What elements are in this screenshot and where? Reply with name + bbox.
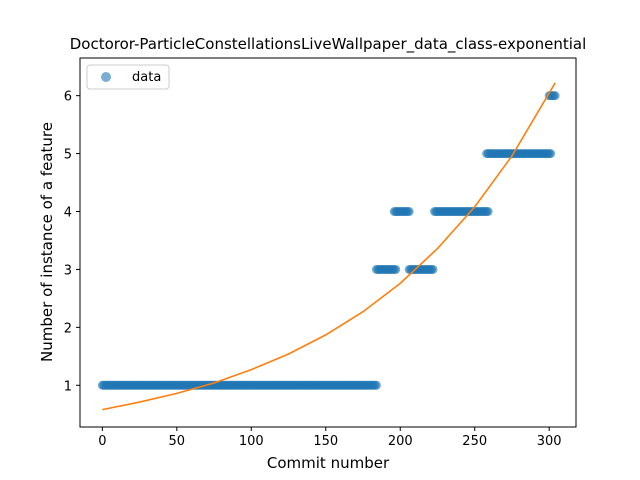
x-axis-label: Commit number bbox=[267, 454, 390, 472]
x-tick-label: 100 bbox=[239, 434, 264, 449]
legend-marker-data bbox=[101, 72, 111, 82]
y-tick-label: 4 bbox=[64, 206, 72, 221]
data-point bbox=[550, 91, 560, 101]
y-tick-label: 3 bbox=[64, 263, 72, 278]
data-point bbox=[391, 264, 401, 274]
fit-line bbox=[102, 82, 556, 411]
data-point bbox=[371, 380, 381, 390]
data-point bbox=[428, 264, 438, 274]
y-axis-label: Number of instance of a feature bbox=[38, 122, 56, 362]
chart-title: Doctoror-ParticleConstellationsLiveWallp… bbox=[70, 35, 587, 54]
y-tick-label: 6 bbox=[64, 90, 72, 105]
legend-box bbox=[86, 64, 170, 90]
x-tick-label: 300 bbox=[537, 434, 562, 449]
x-tick-label: 0 bbox=[98, 434, 106, 449]
data-point bbox=[404, 207, 414, 217]
legend-label-data: data bbox=[132, 70, 161, 85]
x-tick-label: 200 bbox=[388, 434, 413, 449]
legend: data bbox=[86, 64, 170, 90]
x-tick-label: 50 bbox=[169, 434, 186, 449]
data-point bbox=[483, 207, 493, 217]
ticks-layer: 0 50 100 150 200 250 300 1 2 3 4 5 6 bbox=[64, 90, 562, 449]
axes-frame bbox=[79, 57, 577, 428]
plot-layer bbox=[97, 82, 560, 411]
x-tick-label: 150 bbox=[313, 434, 338, 449]
y-tick-label: 1 bbox=[64, 379, 72, 394]
data-point bbox=[546, 149, 556, 159]
y-tick-label: 2 bbox=[64, 321, 72, 336]
x-tick-label: 250 bbox=[462, 434, 487, 449]
y-tick-label: 5 bbox=[64, 148, 72, 163]
